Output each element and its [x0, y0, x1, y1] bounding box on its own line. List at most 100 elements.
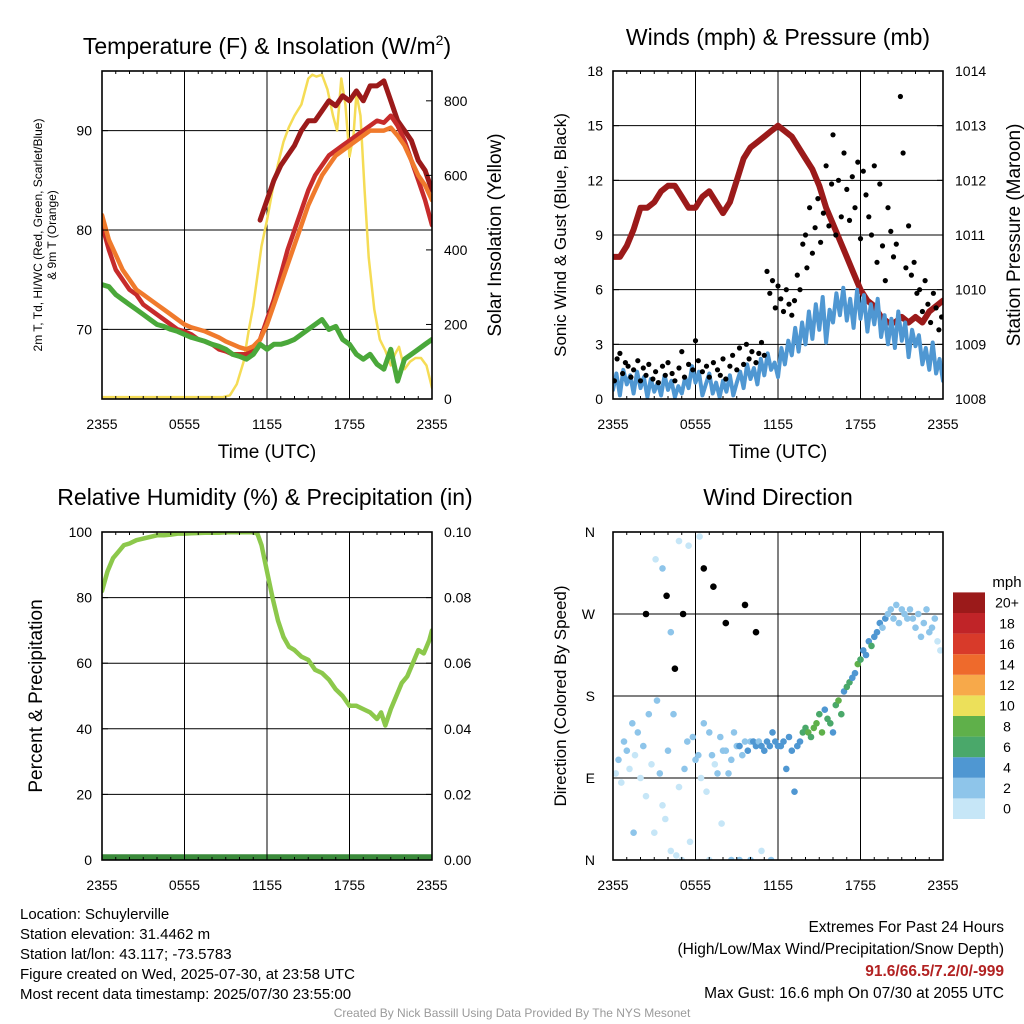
x-tick-label: 2355 — [416, 416, 447, 432]
gust-point — [903, 265, 909, 271]
y-tick-label: 40 — [76, 721, 92, 737]
direction-point — [752, 628, 760, 636]
direction-point — [730, 729, 738, 736]
direction-point — [791, 788, 798, 795]
direction-point — [887, 606, 895, 613]
extremes-summary: Extremes For Past 24 Hours (High/Low/Max… — [678, 917, 1005, 1005]
direction-point — [695, 751, 702, 759]
direction-point — [879, 624, 886, 631]
y-tick-label: 200 — [444, 316, 468, 332]
gust-point — [922, 278, 928, 284]
y-tick-label: 0.04 — [444, 721, 471, 737]
gust-point — [815, 196, 821, 202]
direction-point — [675, 783, 683, 791]
direction-point — [656, 770, 664, 777]
wind-panel: Winds (mph) & Pressure (mb) 2355 0555 1155… — [551, 24, 1024, 463]
direction-point — [917, 633, 925, 641]
gust-point — [900, 150, 906, 156]
gust-point — [764, 268, 770, 274]
direction-point — [728, 856, 735, 860]
gust-point — [933, 305, 939, 311]
direction-point — [696, 533, 703, 540]
gust-point — [820, 210, 827, 216]
gust-point — [614, 356, 620, 362]
wind-y-ticks-left: 0 3 6 9 12 15 18 — [587, 63, 619, 407]
gust-point — [846, 217, 853, 223]
temp-title: Temperature (F) & Insolation (W/m2) — [83, 32, 451, 59]
direction-point — [722, 619, 730, 627]
direction-point — [686, 838, 694, 846]
temp-x-ticks: 2355 0555 1155 1755 2355 — [86, 71, 448, 432]
legend-label: 10 — [999, 698, 1015, 714]
y-tick-label: 1008 — [955, 391, 986, 407]
gust-point — [917, 287, 923, 293]
direction-point — [827, 720, 834, 727]
gust-point — [613, 378, 617, 384]
y-tick-label: W — [582, 606, 596, 622]
direction-point — [664, 747, 672, 754]
gust-point — [780, 308, 787, 315]
y-tick-label: 1012 — [955, 172, 986, 188]
direction-point — [626, 765, 633, 773]
direction-point — [829, 729, 837, 736]
direction-point — [818, 729, 826, 736]
direction-point — [807, 733, 815, 741]
x-tick-label: 0555 — [680, 877, 711, 893]
direction-point — [659, 565, 666, 572]
gust-point — [769, 278, 776, 284]
gust-point — [681, 374, 688, 380]
legend-swatch — [953, 757, 985, 778]
direction-point — [675, 537, 683, 545]
gust-point — [804, 265, 810, 271]
gust-point — [925, 301, 931, 307]
direction-point — [653, 697, 661, 704]
gust-point — [692, 338, 699, 344]
gust-point — [695, 358, 701, 364]
y-tick-label: 1009 — [955, 336, 986, 352]
x-tick-label: 2355 — [927, 877, 958, 893]
gust-point — [826, 223, 832, 229]
extremes-legend: (High/Low/Max Wind/Precipitation/Snow De… — [677, 941, 1005, 958]
y-tick-label: 90 — [76, 123, 92, 139]
gust-point — [783, 287, 789, 293]
direction-point — [928, 624, 936, 631]
gust-point — [710, 360, 717, 366]
direction-point — [736, 856, 743, 860]
gust-point — [679, 349, 685, 355]
wdir-y-ticks: N E S W N — [582, 524, 943, 868]
y-tick-label: N — [585, 524, 595, 540]
direction-point — [637, 774, 644, 782]
x-tick-label: 1155 — [763, 416, 793, 432]
x-tick-label: 0555 — [169, 877, 200, 893]
y-tick-label: 0 — [595, 391, 603, 407]
gust-point — [672, 378, 678, 384]
legend-swatch — [953, 736, 985, 758]
gust-point — [655, 380, 662, 386]
gust-point — [897, 93, 904, 100]
y-tick-label: 1013 — [955, 118, 986, 134]
rh-grid — [102, 532, 432, 860]
direction-point — [758, 847, 765, 855]
y-tick-label: 1014 — [955, 63, 986, 79]
legend-swatch — [953, 592, 985, 613]
direction-point — [618, 779, 625, 786]
direction-point — [708, 751, 716, 759]
gust-point — [802, 232, 809, 238]
wind-y-axis-label: Sonic Wind & Gust (Blue, Black) — [551, 113, 570, 357]
direction-point — [821, 706, 829, 713]
x-tick-label: 2355 — [86, 877, 117, 893]
temp-y-ticks-left: 70 80 90 — [76, 123, 108, 337]
direction-point — [816, 710, 823, 718]
y-tick-label: 12 — [587, 172, 603, 188]
direction-point — [684, 738, 691, 745]
direction-point — [780, 738, 787, 745]
series-relative-humidity-line — [102, 532, 432, 728]
y-tick-label: S — [586, 688, 595, 704]
series-dewpoint-line — [102, 282, 432, 384]
wind-y-ticks-right: 1008 1009 1010 1011 1012 1013 1014 — [937, 63, 986, 407]
legend-label: 14 — [999, 657, 1015, 673]
gust-point — [659, 363, 666, 369]
x-tick-label: 2355 — [597, 877, 628, 893]
direction-point — [630, 829, 637, 836]
direction-point — [744, 747, 752, 754]
